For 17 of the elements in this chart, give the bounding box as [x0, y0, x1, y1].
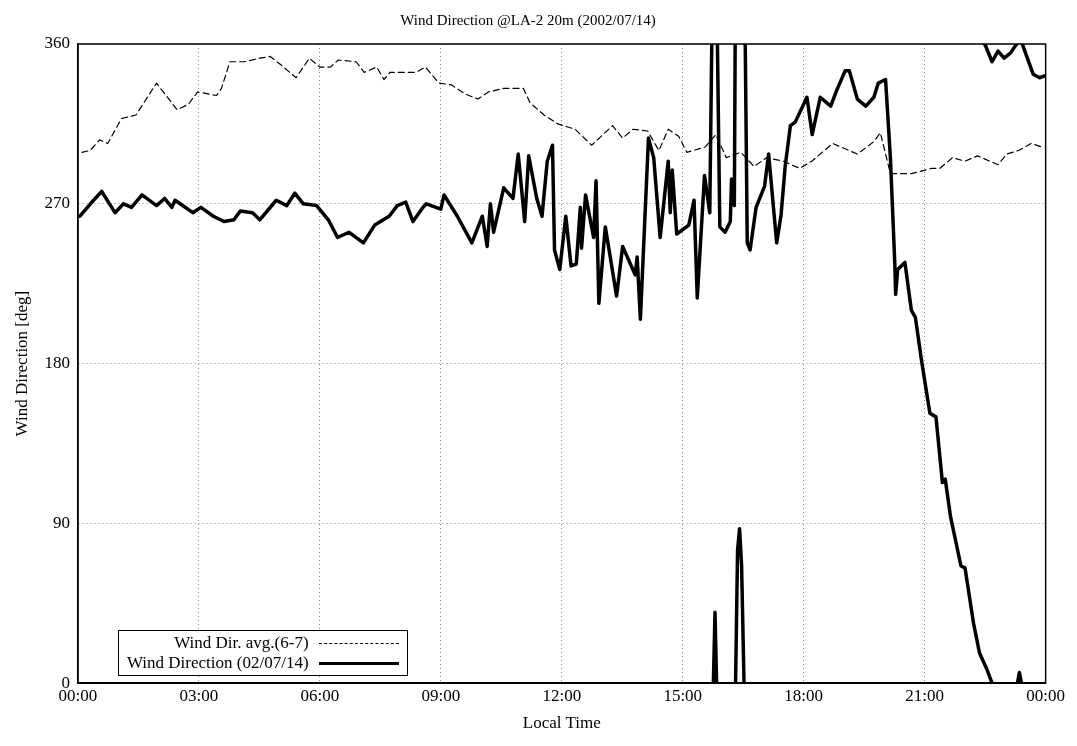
y-tick-label: 270	[44, 193, 70, 213]
x-tick-label: 06:00	[300, 685, 340, 705]
y-axis-title: Wind Direction [deg]	[11, 290, 31, 437]
x-tick-label: 12:00	[542, 685, 582, 705]
chart-title: Wind Direction @LA-2 20m (2002/07/14)	[400, 11, 656, 29]
x-tick-label: 03:00	[179, 685, 219, 705]
x-tick-label: 21:00	[905, 685, 945, 705]
x-axis-title: Local Time	[522, 713, 601, 733]
x-tick-label: 15:00	[663, 685, 703, 705]
y-tick-label: 90	[52, 512, 70, 532]
x-tick-label: 00:00	[1026, 685, 1066, 705]
y-tick-label: 360	[44, 33, 70, 53]
legend-label: Wind Direction (02/07/14)	[127, 653, 309, 673]
y-tick-label: 180	[44, 353, 70, 373]
x-tick-label: 18:00	[784, 685, 824, 705]
legend-label: Wind Dir. avg.(6-7)	[174, 633, 309, 653]
x-tick-label: 09:00	[421, 685, 461, 705]
